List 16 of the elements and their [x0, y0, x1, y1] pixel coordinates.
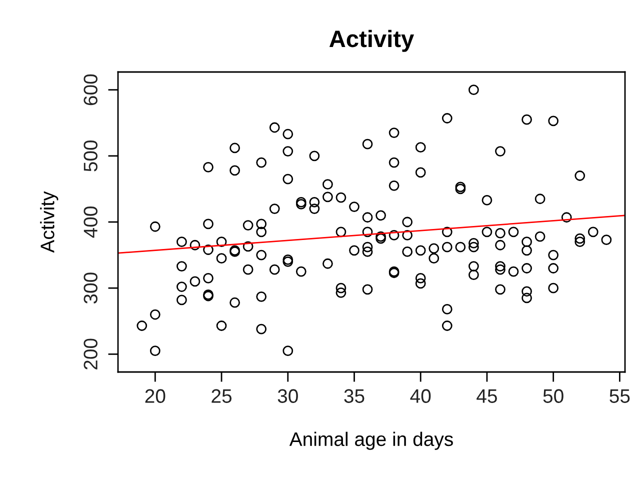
x-tick-label: 30	[278, 389, 298, 403]
x-tick-label: 50	[543, 389, 564, 403]
y-tick-label: 400	[84, 206, 98, 238]
y-tick-label: 300	[84, 272, 98, 304]
x-tick-label: 40	[410, 389, 431, 403]
y-tick-label: 600	[84, 74, 98, 106]
x-tick-label: 20	[145, 389, 166, 403]
x-tick-label: 35	[344, 389, 364, 403]
y-axis-title: Activity	[40, 191, 58, 253]
x-tick-label: 45	[476, 389, 497, 403]
x-tick-label: 25	[212, 389, 232, 403]
x-tick-label: 55	[610, 389, 630, 403]
y-tick-label: 200	[84, 338, 98, 370]
y-tick-label: 500	[84, 140, 98, 172]
x-axis-title: Animal age in days	[289, 432, 453, 450]
chart-title: Activity	[329, 30, 414, 52]
